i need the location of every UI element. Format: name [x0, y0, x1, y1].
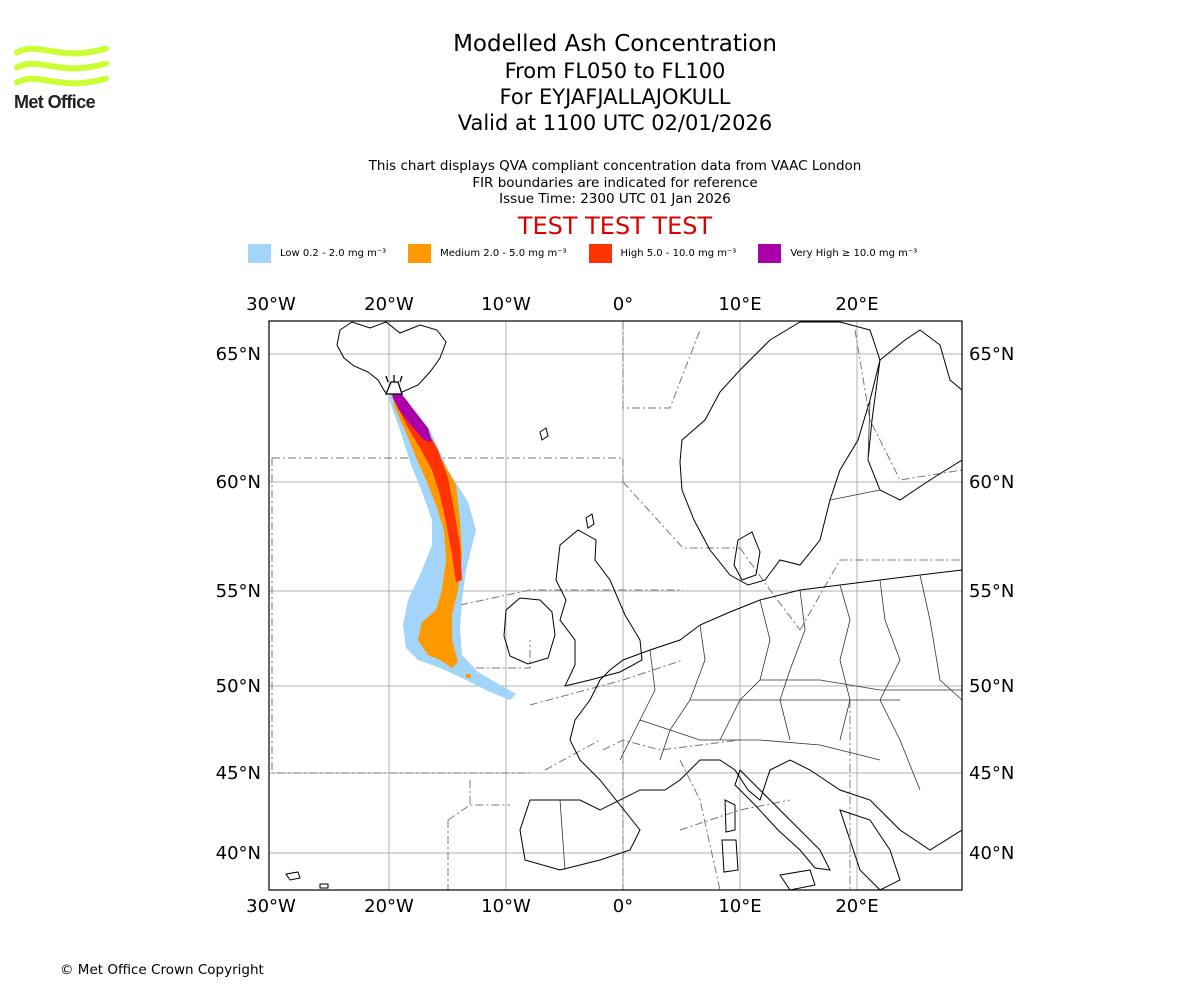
- lon-tick-label: 10°E: [718, 896, 761, 917]
- lon-tick-label: 0°: [613, 294, 633, 315]
- legend-label-very-high: Very High ≥ 10.0 mg m⁻³: [790, 247, 918, 259]
- lat-tick-label: 60°N: [216, 472, 261, 493]
- lat-labels-right: 65°N 60°N 55°N 50°N 45°N 40°N: [969, 344, 1014, 864]
- title-line-4: Valid at 1100 UTC 02/01/2026: [457, 111, 773, 135]
- met-office-logo-icon: [14, 45, 109, 87]
- lon-tick-label: 30°W: [246, 294, 296, 315]
- lon-tick-label: 20°W: [364, 294, 414, 315]
- lon-tick-label: 10°W: [481, 294, 531, 315]
- lat-tick-label: 60°N: [969, 472, 1014, 493]
- legend-item-low: Low 0.2 - 2.0 mg m⁻³: [248, 243, 387, 263]
- ash-small-patch: [466, 674, 471, 678]
- subtitle-line-1: This chart displays QVA compliant concen…: [368, 158, 862, 174]
- test-banner: TEST TEST TEST: [517, 212, 713, 240]
- legend-item-very-high: Very High ≥ 10.0 mg m⁻³: [758, 243, 918, 263]
- lat-tick-label: 65°N: [969, 344, 1014, 365]
- volcano-marker-icon: [385, 375, 403, 395]
- ash-medium: [391, 392, 462, 668]
- legend-label-high: High 5.0 - 10.0 mg m⁻³: [620, 247, 737, 259]
- title-line-1: Modelled Ash Concentration: [453, 31, 777, 57]
- logo-text: Met Office: [14, 92, 96, 112]
- subtitle-line-2: FIR boundaries are indicated for referen…: [472, 174, 758, 191]
- legend-swatch-very-high: [758, 243, 782, 263]
- lon-labels-bottom: 30°W 20°W 10°W 0° 10°E 20°E: [246, 896, 878, 917]
- country-borders: [559, 399, 962, 871]
- ash-plume: [388, 388, 516, 700]
- legend-item-high: High 5.0 - 10.0 mg m⁻³: [588, 243, 737, 263]
- lat-tick-label: 55°N: [969, 581, 1014, 602]
- lon-tick-label: 30°W: [246, 896, 296, 917]
- lon-tick-label: 20°E: [835, 896, 878, 917]
- legend-label-medium: Medium 2.0 - 5.0 mg m⁻³: [440, 247, 567, 259]
- legend-label-low: Low 0.2 - 2.0 mg m⁻³: [280, 247, 387, 259]
- legend-swatch-low: [248, 243, 271, 263]
- map-frame: [268, 320, 963, 891]
- chart-title-block: Modelled Ash Concentration From FL050 to…: [315, 30, 915, 136]
- lon-tick-label: 20°E: [835, 294, 878, 315]
- lat-tick-label: 50°N: [969, 676, 1014, 697]
- lat-tick-label: 50°N: [216, 676, 261, 697]
- lon-labels-top: 30°W 20°W 10°W 0° 10°E 20°E: [246, 294, 878, 315]
- fir-boundaries: [271, 321, 962, 890]
- coastlines: [285, 321, 962, 890]
- legend: Low 0.2 - 2.0 mg m⁻³ Medium 2.0 - 5.0 mg…: [248, 243, 939, 263]
- subtitle-block: This chart displays QVA compliant concen…: [315, 158, 915, 208]
- lon-tick-label: 20°W: [364, 896, 414, 917]
- lat-tick-label: 40°N: [969, 843, 1014, 864]
- lat-tick-label: 40°N: [216, 843, 261, 864]
- subtitle-line-3: Issue Time: 2300 UTC 01 Jan 2026: [499, 191, 731, 207]
- lon-tick-label: 10°E: [718, 294, 761, 315]
- lat-tick-label: 45°N: [969, 763, 1014, 784]
- lat-tick-label: 55°N: [216, 581, 261, 602]
- lon-tick-label: 0°: [613, 896, 633, 917]
- legend-swatch-medium: [408, 243, 432, 263]
- lat-tick-label: 45°N: [216, 763, 261, 784]
- legend-swatch-high: [588, 243, 612, 263]
- title-line-2: From FL050 to FL100: [504, 59, 726, 83]
- lat-labels-left: 65°N 60°N 55°N 50°N 45°N 40°N: [216, 344, 261, 864]
- graticule: [269, 321, 962, 890]
- legend-item-medium: Medium 2.0 - 5.0 mg m⁻³: [408, 243, 567, 263]
- title-line-3: For EYJAFJALLAJOKULL: [499, 85, 731, 109]
- lon-tick-label: 10°W: [481, 896, 531, 917]
- ash-very-high: [391, 388, 432, 442]
- lat-tick-label: 65°N: [216, 344, 261, 365]
- copyright-notice: © Met Office Crown Copyright: [60, 962, 264, 978]
